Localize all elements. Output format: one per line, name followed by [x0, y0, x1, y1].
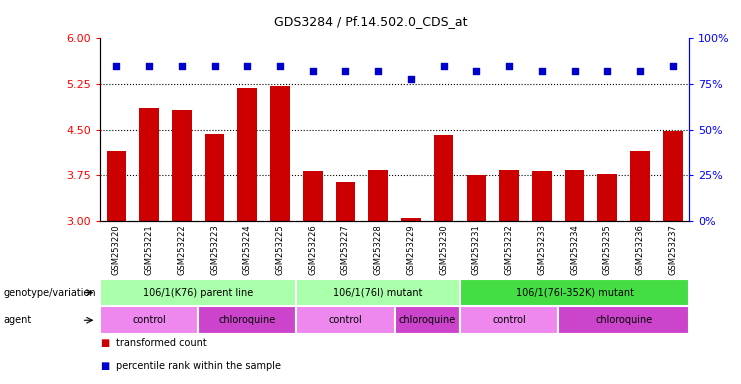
Text: GSM253236: GSM253236	[636, 224, 645, 275]
Text: GSM253232: GSM253232	[505, 224, 514, 275]
Text: transformed count: transformed count	[116, 338, 207, 348]
Bar	[532, 171, 551, 221]
Text: agent: agent	[4, 315, 32, 325]
Text: GSM253225: GSM253225	[276, 224, 285, 275]
Bar	[394, 306, 460, 334]
Text: 106/1(76I-352K) mutant: 106/1(76I-352K) mutant	[516, 288, 634, 298]
Point	[209, 63, 221, 69]
Bar	[597, 174, 617, 221]
Text: GSM253223: GSM253223	[210, 224, 219, 275]
Point	[568, 68, 580, 74]
Text: GSM253222: GSM253222	[177, 224, 186, 275]
Text: genotype/variation: genotype/variation	[4, 288, 96, 298]
Text: GSM253227: GSM253227	[341, 224, 350, 275]
Text: control: control	[328, 315, 362, 325]
Bar	[630, 151, 650, 221]
Point	[405, 76, 417, 82]
Text: control: control	[492, 315, 526, 325]
Bar	[100, 306, 199, 334]
Bar	[199, 306, 296, 334]
Text: 106/1(K76) parent line: 106/1(K76) parent line	[143, 288, 253, 298]
Bar	[368, 170, 388, 221]
Point	[110, 63, 122, 69]
Bar	[558, 306, 689, 334]
Text: GSM253224: GSM253224	[243, 224, 252, 275]
Bar	[296, 306, 394, 334]
Text: chloroquine: chloroquine	[595, 315, 652, 325]
Bar	[433, 135, 453, 221]
Point	[372, 68, 384, 74]
Bar	[663, 131, 682, 221]
Text: GSM253231: GSM253231	[472, 224, 481, 275]
Bar	[499, 170, 519, 221]
Bar	[565, 170, 585, 221]
Point	[536, 68, 548, 74]
Bar	[460, 306, 558, 334]
Point	[274, 63, 286, 69]
Text: GDS3284 / Pf.14.502.0_CDS_at: GDS3284 / Pf.14.502.0_CDS_at	[273, 15, 468, 28]
Bar	[401, 217, 421, 221]
Text: ■: ■	[100, 361, 109, 371]
Text: percentile rank within the sample: percentile rank within the sample	[116, 361, 282, 371]
Bar	[237, 88, 257, 221]
Point	[242, 63, 253, 69]
Bar	[270, 86, 290, 221]
Point	[339, 68, 351, 74]
Text: chloroquine: chloroquine	[399, 315, 456, 325]
Bar	[107, 151, 126, 221]
Text: GSM253234: GSM253234	[570, 224, 579, 275]
Text: GSM253230: GSM253230	[439, 224, 448, 275]
Bar	[205, 134, 225, 221]
Text: GSM253221: GSM253221	[144, 224, 153, 275]
Point	[634, 68, 646, 74]
Point	[667, 63, 679, 69]
Bar	[336, 182, 356, 221]
Bar	[303, 171, 322, 221]
Text: ■: ■	[100, 338, 109, 348]
Text: GSM253233: GSM253233	[537, 224, 546, 275]
Point	[471, 68, 482, 74]
Point	[176, 63, 187, 69]
Text: GSM253229: GSM253229	[407, 224, 416, 275]
Point	[438, 63, 450, 69]
Point	[143, 63, 155, 69]
Point	[503, 63, 515, 69]
Bar	[100, 279, 296, 306]
Point	[307, 68, 319, 74]
Bar	[460, 279, 689, 306]
Bar	[296, 279, 460, 306]
Text: GSM253237: GSM253237	[668, 224, 677, 275]
Text: GSM253228: GSM253228	[373, 224, 382, 275]
Bar	[139, 108, 159, 221]
Text: 106/1(76I) mutant: 106/1(76I) mutant	[333, 288, 423, 298]
Bar	[467, 175, 486, 221]
Text: GSM253226: GSM253226	[308, 224, 317, 275]
Text: chloroquine: chloroquine	[219, 315, 276, 325]
Text: GSM253235: GSM253235	[603, 224, 612, 275]
Bar	[172, 110, 192, 221]
Text: GSM253220: GSM253220	[112, 224, 121, 275]
Text: control: control	[132, 315, 166, 325]
Point	[602, 68, 614, 74]
